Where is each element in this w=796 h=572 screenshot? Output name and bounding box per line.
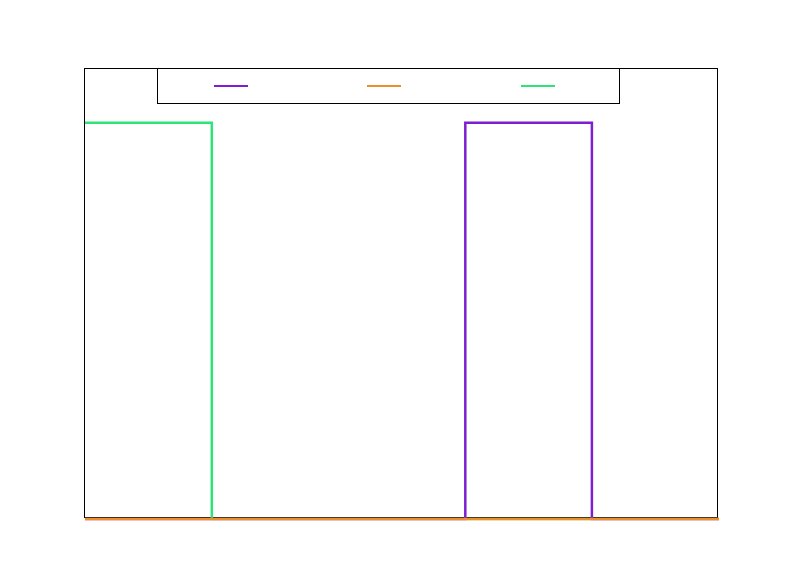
legend-swatch-sl2: [367, 85, 401, 87]
sl3-line: [85, 123, 719, 519]
chart-container: [0, 0, 796, 572]
plot-area: [84, 68, 718, 518]
legend-entry-sl1: [214, 85, 256, 87]
legend-box: [157, 68, 620, 104]
legend-entry-sl3: [521, 85, 563, 87]
y-axis-label: [8, 60, 38, 360]
legend-swatch-sl3: [521, 85, 555, 87]
legend-swatch-sl1: [214, 85, 248, 87]
legend-entry-sl2: [367, 85, 409, 87]
sl1-line: [85, 123, 719, 519]
histogram-svg: [85, 69, 719, 519]
